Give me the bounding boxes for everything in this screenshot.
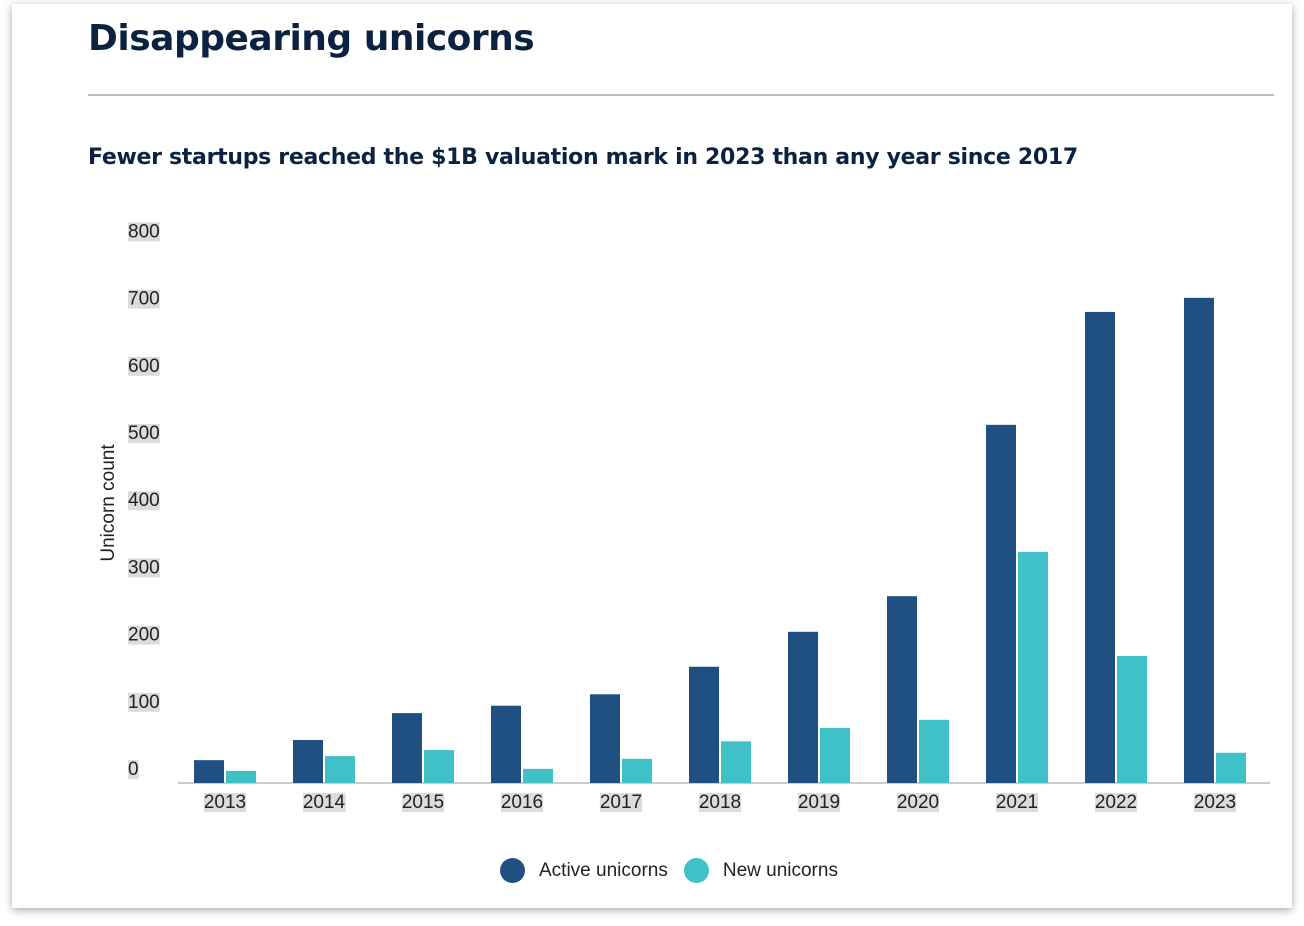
x-tick-label: 2014 (303, 792, 346, 813)
legend-label-new: New unicorns (722, 859, 838, 881)
x-tick-label-bg (500, 793, 544, 813)
y-tick-label-bg (128, 558, 160, 578)
x-tick-label-bg (302, 793, 346, 813)
x-tick-label: 2020 (897, 792, 939, 813)
bar-new-unicorns (1117, 655, 1147, 783)
y-tick-label: 500 (128, 423, 160, 444)
bar-active-unicorns (788, 631, 818, 783)
bar-active-unicorns (590, 694, 620, 783)
bar-new-unicorns (622, 758, 652, 783)
bar-active-unicorns (986, 424, 1016, 783)
y-tick-label-bg (128, 491, 160, 511)
y-tick-label-bg (128, 625, 160, 645)
x-tick-label: 2016 (501, 792, 543, 813)
x-tick-label-bg (401, 793, 445, 813)
x-tick-label-bg (995, 793, 1039, 813)
y-tick-label-bg (128, 289, 160, 309)
y-axis-label: Unicorn count (98, 444, 119, 562)
bar-new-unicorns (820, 727, 850, 783)
x-tick-label-bg (797, 793, 841, 813)
x-tick-label: 2017 (600, 792, 642, 813)
y-tick-label: 800 (128, 221, 160, 242)
bar-active-unicorns (491, 705, 521, 783)
x-tick-label: 2023 (1194, 792, 1236, 813)
y-tick-label: 0 (128, 759, 139, 780)
y-tick-label-bg (128, 760, 139, 780)
x-tick-label: 2015 (402, 792, 444, 813)
y-tick-label: 300 (128, 557, 160, 578)
y-tick-label-bg (128, 222, 160, 242)
bar-new-unicorns (721, 741, 751, 783)
legend-item-new[interactable]: New unicorns (683, 858, 838, 883)
legend-swatch-new (683, 858, 709, 883)
legend: Active unicorns New unicorns (500, 858, 854, 883)
y-tick-label-bg (128, 692, 160, 712)
x-tick-label-bg (698, 793, 742, 813)
bar-active-unicorns (293, 739, 323, 783)
legend-swatch-active (500, 858, 525, 883)
x-tick-label: 2019 (798, 792, 840, 813)
chart-subtitle: Fewer startups reached the $1B valuation… (88, 145, 1078, 170)
bar-active-unicorns (689, 666, 719, 783)
x-tick-label: 2013 (204, 792, 246, 813)
chart-card (12, 4, 1292, 908)
legend-label-active: Active unicorns (539, 859, 668, 881)
bar-new-unicorns (1018, 551, 1048, 783)
bar-active-unicorns (887, 596, 917, 783)
x-tick-label: 2018 (699, 792, 741, 813)
bar-new-unicorns (1216, 752, 1246, 783)
bar-new-unicorns (919, 719, 949, 783)
y-tick-label: 200 (128, 625, 160, 646)
x-tick-label-bg (599, 793, 643, 813)
y-tick-label: 100 (128, 692, 160, 713)
y-tick-label: 700 (128, 289, 160, 310)
bar-active-unicorns (1184, 297, 1214, 783)
x-tick-label: 2022 (1095, 792, 1137, 813)
bar-active-unicorns (1085, 311, 1115, 783)
x-tick-label-bg (203, 793, 247, 813)
x-tick-label-bg (1094, 793, 1138, 813)
y-tick-label-bg (128, 424, 160, 444)
bar-active-unicorns (392, 713, 422, 783)
y-tick-label: 600 (128, 356, 160, 377)
x-tick-label: 2021 (996, 792, 1038, 813)
x-tick-label-bg (896, 793, 940, 813)
bar-new-unicorns (226, 770, 256, 783)
title-divider (88, 94, 1274, 96)
x-tick-label-bg (1193, 793, 1237, 813)
bar-active-unicorns (194, 760, 224, 783)
bar-new-unicorns (325, 756, 355, 783)
y-tick-label: 400 (128, 490, 160, 511)
legend-item-active[interactable]: Active unicorns (500, 858, 668, 883)
bar-new-unicorns (424, 750, 454, 783)
bar-new-unicorns (523, 768, 553, 783)
chart-title: Disappearing unicorns (88, 18, 535, 59)
y-tick-label-bg (128, 356, 160, 376)
